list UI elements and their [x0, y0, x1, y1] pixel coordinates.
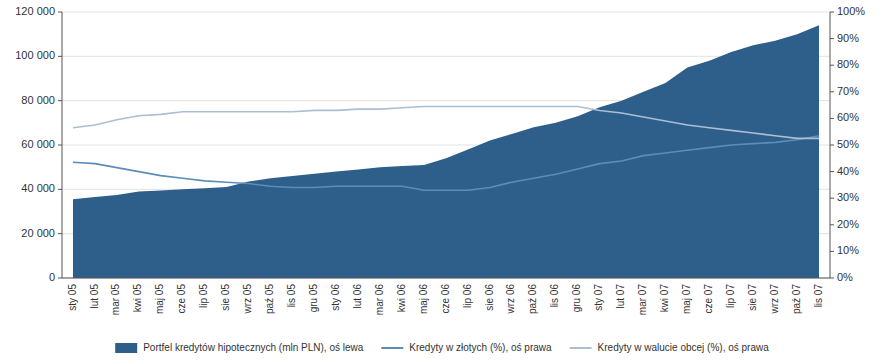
x-tick-label: mar 05 [110, 284, 121, 316]
x-tick-label: lip 06 [462, 284, 473, 308]
y-tick-label: 80 000 [21, 94, 55, 106]
grid [62, 12, 830, 278]
x-tick-label: wrz 05 [242, 284, 253, 315]
x-tick-label: sie 06 [484, 284, 495, 311]
y-tick [58, 233, 62, 234]
y2-tick [830, 251, 834, 252]
x-tick-label: cze 07 [703, 284, 714, 314]
y2-tick [830, 65, 834, 66]
x-tick-label: sie 05 [220, 284, 231, 311]
legend-item: Portfel kredytów hipotecznych (mln PLN),… [115, 342, 364, 353]
chart-container: 0 20 000 40 000 60 000 80 000 100 000 120 000 0… [0, 0, 884, 362]
y2-tick-label: 0% [837, 271, 853, 283]
y2-tick-label: 10% [837, 244, 859, 256]
x-tick-label: wrz 06 [505, 284, 516, 315]
y2-tick [830, 278, 834, 279]
grid-line [62, 12, 830, 13]
x-tick-label: gru 05 [308, 284, 319, 313]
x-tick-label: lis 07 [813, 284, 824, 308]
y-tick [58, 56, 62, 57]
y2-tick [830, 118, 834, 119]
y-tick-label: 40 000 [21, 182, 55, 194]
y2-tick [830, 12, 834, 13]
x-tick-label: lut 05 [89, 284, 100, 309]
y-tick-label: 20 000 [21, 227, 55, 239]
axes: 0 20 000 40 000 60 000 80 000 100 000 120 000 0… [15, 5, 865, 315]
x-tick-label: cze 06 [440, 284, 451, 314]
line [73, 136, 819, 191]
x-tick-label: sty 06 [330, 284, 341, 311]
x-tick-label: mar 07 [637, 284, 648, 316]
x-tick-label: sie 07 [747, 284, 758, 311]
y-tick-label: 60 000 [21, 138, 55, 150]
y2-tick [830, 91, 834, 92]
y-tick [58, 12, 62, 13]
x-tick-label: lut 06 [352, 284, 363, 309]
area [73, 25, 819, 278]
x-tick-label: lis 05 [286, 284, 297, 308]
x-tick-label: wrz 07 [769, 284, 780, 315]
y-tick [58, 100, 62, 101]
y-tick-label: 100 000 [15, 49, 55, 61]
legend-item: Kredyty w złotych (%), oś prawa [381, 342, 552, 353]
legend-swatch [381, 347, 403, 349]
x-tick-label: mar 06 [374, 284, 385, 316]
y2-tick-label: 30% [837, 191, 859, 203]
x-tick-label: maj 06 [418, 284, 429, 314]
x-tick-label: kwi 06 [396, 284, 407, 313]
y-tick-label: 120 000 [15, 5, 55, 17]
y-tick [58, 189, 62, 190]
x-tick-label: maj 05 [154, 284, 165, 314]
y2-tick [830, 224, 834, 225]
legend-item: Kredyty w walucie obcej (%), oś prawa [570, 342, 770, 353]
y2-tick [830, 171, 834, 172]
y2-tick-label: 90% [837, 32, 859, 44]
y2-tick-label: 20% [837, 218, 859, 230]
line [73, 106, 819, 138]
y2-tick [830, 198, 834, 199]
y2-tick [830, 38, 834, 39]
y2-tick-label: 50% [837, 138, 859, 150]
legend-swatch [115, 343, 137, 353]
legend-swatch [570, 347, 592, 349]
legend-label: Kredyty w walucie obcej (%), oś prawa [598, 342, 770, 353]
y-tick [58, 278, 62, 279]
legend: Portfel kredytów hipotecznych (mln PLN),… [115, 342, 769, 353]
y2-tick-label: 80% [837, 58, 859, 70]
x-tick-label: sty 05 [67, 284, 78, 311]
plot-data [73, 25, 819, 278]
legend-label: Portfel kredytów hipotecznych (mln PLN),… [143, 342, 364, 353]
x-axis-line [62, 278, 830, 279]
x-tick-label: paź 07 [791, 284, 802, 314]
x-tick-label: lip 05 [198, 284, 209, 308]
x-tick-label: lip 07 [725, 284, 736, 308]
y2-tick-label: 40% [837, 165, 859, 177]
chart: 0 20 000 40 000 60 000 80 000 100 000 120 000 0… [0, 0, 884, 362]
x-tick-label: paź 05 [264, 284, 275, 314]
y2-tick-label: 70% [837, 85, 859, 97]
y-tick-label: 0 [49, 271, 55, 283]
x-tick-label: lis 06 [549, 284, 560, 308]
x-tick-label: cze 05 [176, 284, 187, 314]
x-tick-label: paź 06 [527, 284, 538, 314]
x-tick-label: lut 07 [615, 284, 626, 309]
y2-tick-label: 100% [837, 5, 865, 17]
grid-line [62, 278, 830, 279]
x-tick-label: kwi 05 [132, 284, 143, 313]
y2-tick-label: 60% [837, 111, 859, 123]
x-tick-label: maj 07 [681, 284, 692, 314]
x-tick-label: gru 06 [571, 284, 582, 313]
y2-tick [830, 145, 834, 146]
x-tick-label: sty 07 [593, 284, 604, 311]
x-tick-label: kwi 07 [659, 284, 670, 313]
y-tick [58, 145, 62, 146]
grid-line [62, 56, 830, 57]
legend-label: Kredyty w złotych (%), oś prawa [409, 342, 552, 353]
